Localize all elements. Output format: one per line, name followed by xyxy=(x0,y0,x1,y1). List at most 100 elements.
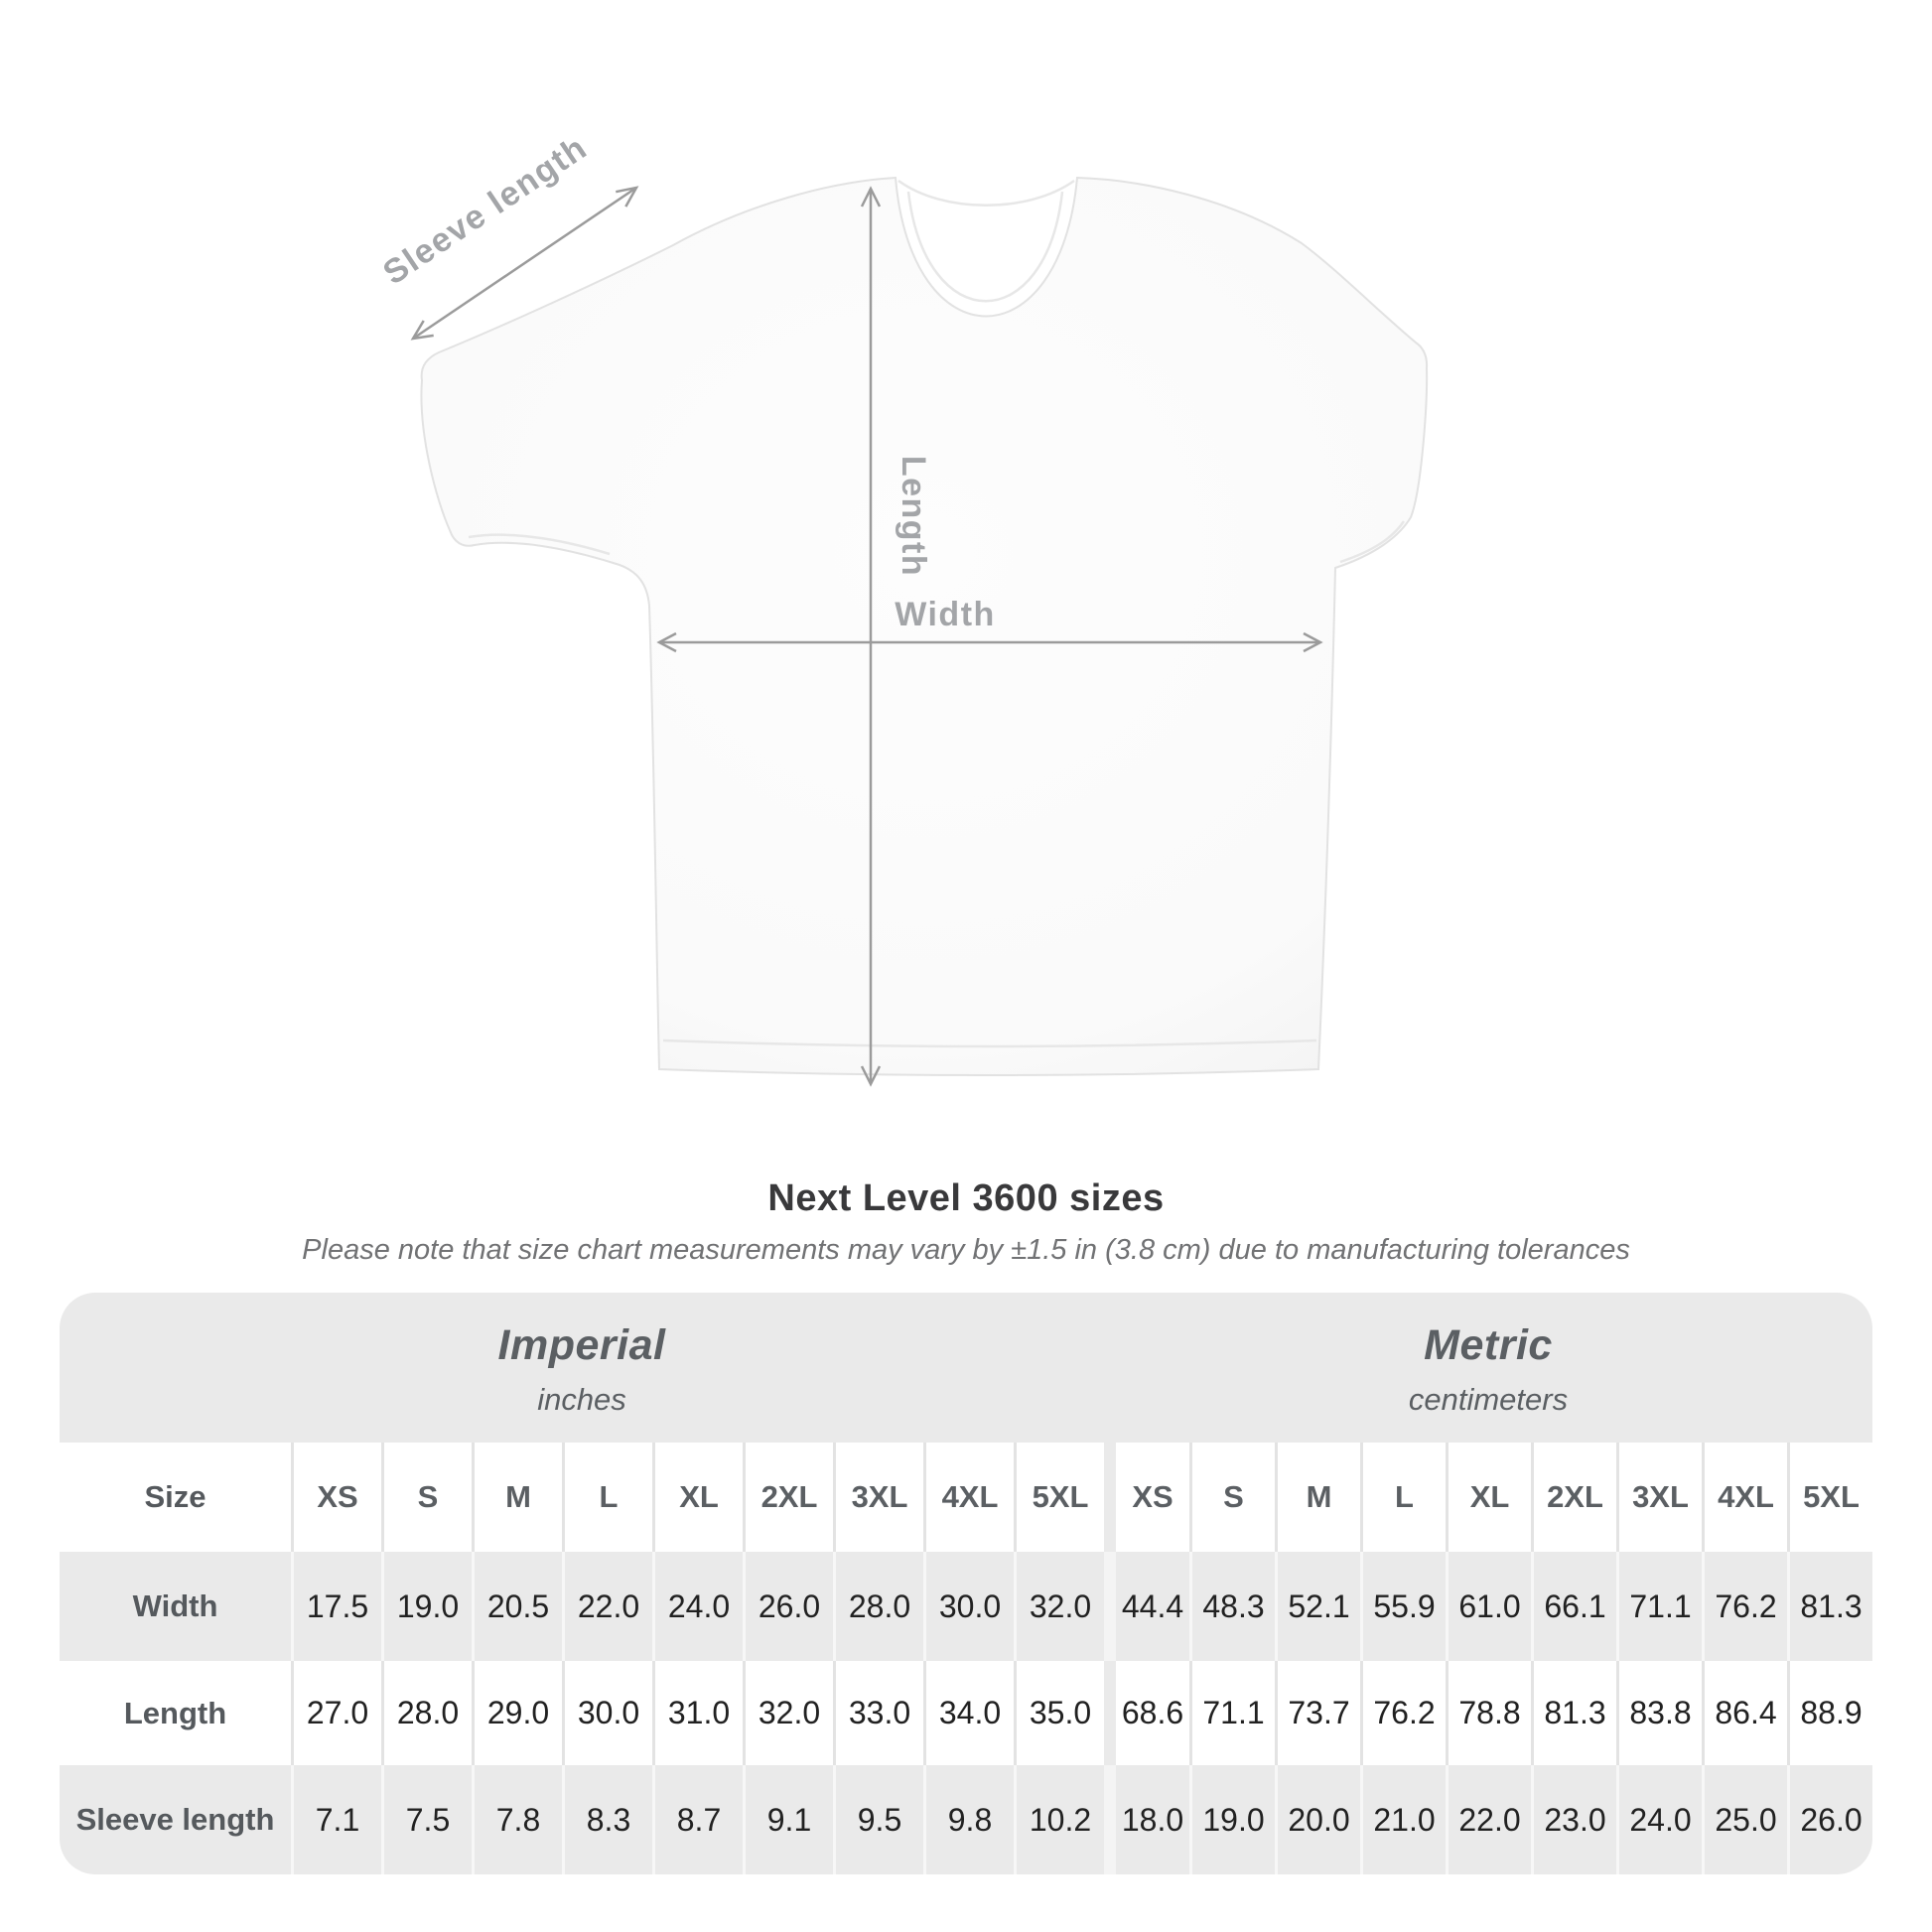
table-cell: 20.0 xyxy=(1275,1765,1360,1874)
table-cell: 31.0 xyxy=(652,1661,743,1765)
width-arrowhead-left xyxy=(656,631,677,653)
size-col-header: XL xyxy=(1446,1443,1531,1552)
table-row: Width 17.5 19.0 20.5 22.0 24.0 26.0 28.0 30.0 32.… xyxy=(60,1552,1872,1661)
size-row-label: Size xyxy=(144,1479,207,1514)
table-cell: 30.0 xyxy=(923,1552,1014,1661)
table-cell: 81.3 xyxy=(1531,1661,1616,1765)
metric-label: Metric xyxy=(1424,1321,1553,1369)
table-cell: 83.8 xyxy=(1616,1661,1702,1765)
size-col-header: 4XL xyxy=(1702,1443,1787,1552)
size-col-header: 2XL xyxy=(1531,1443,1616,1552)
row-label: Width xyxy=(132,1588,218,1623)
table-cell: 22.0 xyxy=(1446,1765,1531,1874)
table-cell: 76.2 xyxy=(1702,1552,1787,1661)
table-cell: 22.0 xyxy=(562,1552,652,1661)
table-cell: 24.0 xyxy=(652,1552,743,1661)
table-cell: 10.2 xyxy=(1014,1765,1104,1874)
table-cell: 34.0 xyxy=(923,1661,1014,1765)
size-col-header: 5XL xyxy=(1014,1443,1104,1552)
size-header-row: Size XS S M L XL 2XL 3XL 4XL 5XL XS S M L XL 2XL 3XL 4XL 5… xyxy=(60,1443,1872,1552)
imperial-label: Imperial xyxy=(497,1321,666,1369)
table-cell: 18.0 xyxy=(1104,1765,1189,1874)
table-row: Length 27.0 28.0 29.0 30.0 31.0 32.0 33.0 34.0 35… xyxy=(60,1661,1872,1765)
table-cell: 86.4 xyxy=(1702,1661,1787,1765)
table-cell: 28.0 xyxy=(381,1661,472,1765)
table-cell: 24.0 xyxy=(1616,1765,1702,1874)
table-cell: 9.1 xyxy=(743,1765,833,1874)
width-label: Width xyxy=(895,596,996,633)
table-cell: 20.5 xyxy=(472,1552,562,1661)
table-cell: 9.8 xyxy=(923,1765,1014,1874)
size-col-header: L xyxy=(1360,1443,1446,1552)
width-arrowhead-right xyxy=(1303,631,1323,653)
table-cell: 26.0 xyxy=(743,1552,833,1661)
size-col-header: 2XL xyxy=(743,1443,833,1552)
metric-unit-label: centimeters xyxy=(1408,1382,1569,1417)
size-col-header: M xyxy=(1275,1443,1360,1552)
row-label: Sleeve length xyxy=(75,1802,275,1837)
size-col-header: M xyxy=(472,1443,562,1552)
table-cell: 25.0 xyxy=(1702,1765,1787,1874)
table-cell: 81.3 xyxy=(1787,1552,1872,1661)
tshirt-graphic: Sleeve length Length Width xyxy=(376,128,1429,1087)
size-col-header: 3XL xyxy=(1616,1443,1702,1552)
table-cell: 71.1 xyxy=(1616,1552,1702,1661)
table-cell: 8.7 xyxy=(652,1765,743,1874)
sleeve-arrowhead-bottom xyxy=(410,320,434,341)
length-label: Length xyxy=(895,456,932,577)
size-col-header: L xyxy=(562,1443,652,1552)
table-cell: 7.8 xyxy=(472,1765,562,1874)
table-cell: 73.7 xyxy=(1275,1661,1360,1765)
size-col-header: XS xyxy=(291,1443,381,1552)
table-cell: 32.0 xyxy=(1014,1552,1104,1661)
table-cell: 9.5 xyxy=(833,1765,923,1874)
size-col-header: S xyxy=(381,1443,472,1552)
metric-group-header: Metric centimeters xyxy=(1104,1293,1872,1443)
table-cell: 44.4 xyxy=(1104,1552,1189,1661)
table-cell: 30.0 xyxy=(562,1661,652,1765)
table-cell: 7.5 xyxy=(381,1765,472,1874)
table-cell: 8.3 xyxy=(562,1765,652,1874)
table-cell: 33.0 xyxy=(833,1661,923,1765)
sleeve-length-label: Sleeve length xyxy=(376,128,594,292)
table-cell: 55.9 xyxy=(1360,1552,1446,1661)
table-cell: 17.5 xyxy=(291,1552,381,1661)
unit-group-header-row: Imperial inches Metric centimeters xyxy=(60,1293,1872,1443)
length-arrowhead-top xyxy=(860,186,882,207)
row-label: Length xyxy=(123,1695,227,1730)
sleeve-arrow xyxy=(412,186,637,341)
size-col-header: 4XL xyxy=(923,1443,1014,1552)
table-cell: 66.1 xyxy=(1531,1552,1616,1661)
table-body: Width 17.5 19.0 20.5 22.0 24.0 26.0 28.0 30.0 32.… xyxy=(60,1552,1872,1874)
page-title: Next Level 3600 sizes xyxy=(767,1177,1165,1219)
imperial-group-header: Imperial inches xyxy=(60,1293,1104,1443)
table-row: Sleeve length 7.1 7.5 7.8 8.3 8.7 9.1 9.5 9.8 10.… xyxy=(60,1765,1872,1874)
table-cell: 21.0 xyxy=(1360,1765,1446,1874)
table-cell: 7.1 xyxy=(291,1765,381,1874)
imperial-unit-label: inches xyxy=(537,1382,626,1417)
size-col-header: 5XL xyxy=(1787,1443,1872,1552)
table-cell: 88.9 xyxy=(1787,1661,1872,1765)
size-col-header: XL xyxy=(652,1443,743,1552)
table-cell: 76.2 xyxy=(1360,1661,1446,1765)
table-cell: 61.0 xyxy=(1446,1552,1531,1661)
tshirt-measurement-diagram: Sleeve length Length Width xyxy=(376,128,1429,1087)
table-cell: 26.0 xyxy=(1787,1765,1872,1874)
size-col-header: S xyxy=(1189,1443,1275,1552)
table-cell: 29.0 xyxy=(472,1661,562,1765)
size-table: Imperial inches Metric centimeters Size X… xyxy=(60,1293,1872,1874)
table-cell: 27.0 xyxy=(291,1661,381,1765)
size-col-header: XS xyxy=(1104,1443,1189,1552)
table-cell: 71.1 xyxy=(1189,1661,1275,1765)
table-cell: 68.6 xyxy=(1104,1661,1189,1765)
measurement-arrows xyxy=(410,186,1323,1087)
table-cell: 19.0 xyxy=(1189,1765,1275,1874)
table-cell: 78.8 xyxy=(1446,1661,1531,1765)
table-cell: 23.0 xyxy=(1531,1765,1616,1874)
sleeve-arrowhead-top xyxy=(616,186,639,207)
page-subtitle: Please note that size chart measurements… xyxy=(302,1234,1630,1266)
table-cell: 48.3 xyxy=(1189,1552,1275,1661)
table-cell: 19.0 xyxy=(381,1552,472,1661)
tshirt-silhouette xyxy=(420,176,1429,1076)
